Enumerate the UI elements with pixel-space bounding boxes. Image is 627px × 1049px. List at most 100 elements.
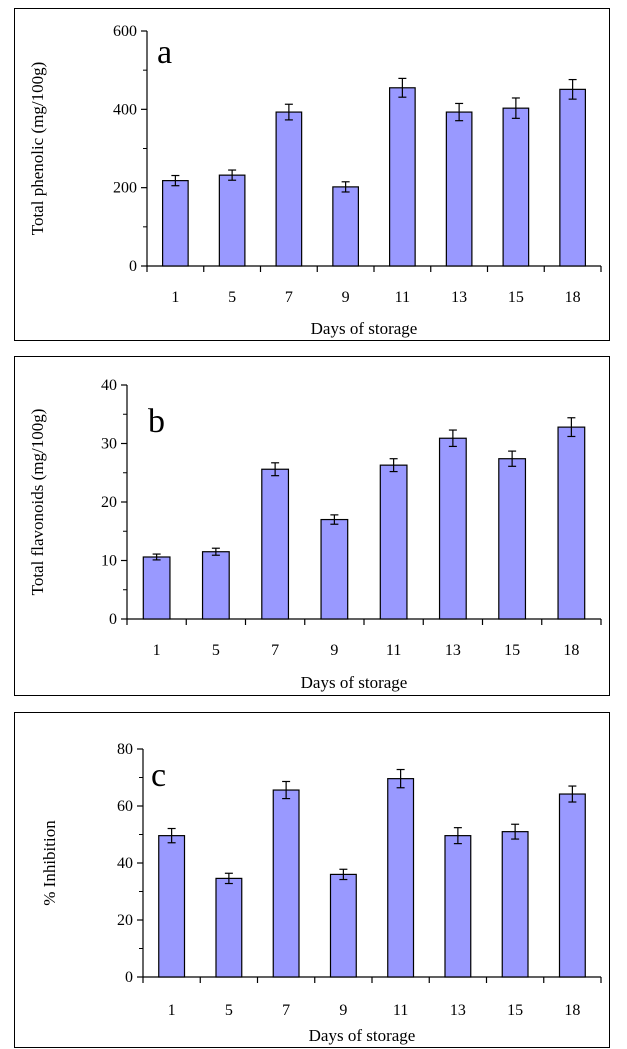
chart-b-x-tick-label: 15: [504, 642, 520, 659]
chart-c-y-tick-label: 20: [117, 912, 133, 929]
chart-a-error-bar: [171, 174, 180, 187]
chart-c-y-tick-label: 40: [117, 855, 133, 872]
chart-c-bar: [558, 793, 586, 978]
chart-b-x-tick-label: 7: [271, 642, 279, 659]
chart-a-error-bar: [341, 181, 350, 193]
chart-c-panel-letter: c: [151, 757, 166, 794]
chart-b-bar: [379, 464, 408, 620]
chart-b-bar: [142, 556, 171, 620]
chart-b-x-tick-label: 5: [212, 642, 220, 659]
chart-c-bar: [501, 831, 529, 978]
chart-a-error-bar: [568, 78, 577, 100]
chart-a-y-tick-label: 200: [113, 180, 137, 197]
chart-a-x-tick-label: 13: [451, 289, 467, 306]
chart-a-bar: [502, 107, 530, 267]
chart-c-error-bar: [339, 868, 348, 881]
chart-a-x-tick-label: 11: [395, 289, 410, 306]
chart-c-x-tick-label: 15: [507, 1002, 523, 1019]
chart-a-bar: [275, 111, 303, 267]
chart-c-error-bar: [453, 827, 462, 845]
chart-b-y-tick-label: 20: [101, 494, 117, 511]
chart-b-x-tick-label: 9: [330, 642, 338, 659]
chart-a-bar: [389, 87, 416, 267]
chart-c-error-bar: [224, 872, 233, 885]
chart-a-x-tick-label: 18: [565, 289, 581, 306]
chart-b-bar: [201, 551, 230, 620]
chart-a-error-bar: [398, 77, 407, 98]
chart-a-y-tick-label: 0: [129, 258, 137, 275]
chart-b-bar: [557, 426, 586, 620]
chart-c-error-bar: [396, 768, 405, 789]
chart-a-bar: [559, 88, 586, 267]
chart-b-y-tick-label: 30: [101, 436, 117, 453]
chart-c-x-axis-title: Days of storage: [309, 1026, 416, 1045]
chart-panel-b: 0 10 20 30 40 1 5 7 9 11 13 15 18 Days of storage Tota…: [14, 356, 610, 696]
chart-c-x-tick-label: 5: [225, 1002, 233, 1019]
chart-b-error-bar: [567, 417, 576, 438]
chart-b-bar: [498, 458, 527, 620]
chart-b-error-bar: [211, 547, 220, 556]
chart-c-y-tick-label: 60: [117, 798, 133, 815]
chart-b-y-tick-label: 40: [101, 377, 117, 394]
chart-b-error-bar: [330, 514, 339, 525]
chart-c-x-tick-label: 9: [339, 1002, 347, 1019]
chart-c-bar: [272, 789, 300, 978]
chart-a-x-tick-label: 1: [171, 289, 179, 306]
chart-b-bar: [438, 437, 467, 620]
chart-c-y-tick-label: 80: [117, 741, 133, 758]
chart-c-y-axis-title: % Inhibition: [40, 820, 59, 906]
chart-a-bar: [445, 111, 473, 267]
chart-b-y-tick-label: 0: [109, 611, 117, 628]
chart-a-error-bar: [455, 102, 464, 122]
chart-c-x-tick-label: 7: [282, 1002, 290, 1019]
chart-a-x-tick-label: 7: [285, 289, 293, 306]
chart-a-bar: [332, 186, 359, 267]
chart-b-bar: [261, 468, 290, 620]
chart-a-y-tick-label: 400: [113, 101, 137, 118]
chart-c-x-tick-label: 1: [168, 1002, 176, 1019]
chart-a-error-bar: [511, 97, 520, 119]
chart-a-panel-letter: a: [157, 34, 172, 71]
chart-b-x-tick-label: 13: [445, 642, 461, 659]
chart-panel-c: 0 20 40 60 80 1 5 7 9 11 13 15 18 Days of storage% In…: [14, 712, 610, 1048]
chart-c-x-tick-label: 13: [450, 1002, 466, 1019]
chart-b-x-axis-title: Days of storage: [301, 673, 408, 692]
chart-c-y-tick-label: 0: [125, 969, 133, 986]
chart-b-panel-letter: b: [148, 403, 165, 440]
chart-b-error-bar: [152, 553, 161, 561]
chart-c-bar: [329, 873, 357, 978]
chart-a-y-axis-title: Total phenolic (mg/100g): [28, 62, 47, 236]
chart-panel-a: 0 200 400 600 1 5 7 9 11 13 15 18 Days of storage Tot…: [14, 8, 610, 341]
chart-c-bar: [215, 877, 243, 978]
chart-b-x-tick-label: 18: [563, 642, 579, 659]
chart-a-x-tick-label: 15: [508, 289, 524, 306]
chart-a-bar: [218, 174, 246, 267]
chart-a-error-bar: [228, 169, 237, 181]
chart-c-error-bar: [568, 785, 577, 803]
chart-b-x-tick-label: 1: [153, 642, 161, 659]
chart-b-y-axis-title: Total flavonoids (mg/100g): [28, 409, 47, 596]
chart-b-error-bar: [389, 458, 398, 473]
chart-a-x-tick-label: 5: [228, 289, 236, 306]
chart-b-bar: [320, 518, 349, 620]
chart-a-x-axis-title: Days of storage: [311, 319, 418, 338]
chart-b-error-bar: [271, 462, 280, 477]
chart-a-error-bar: [284, 103, 293, 121]
chart-c-bar: [387, 778, 415, 978]
chart-b-x-tick-label: 11: [386, 642, 401, 659]
chart-b-error-bar: [448, 429, 457, 448]
chart-b-error-bar: [508, 450, 517, 467]
chart-c-x-tick-label: 18: [564, 1002, 580, 1019]
chart-c-error-bar: [167, 827, 176, 844]
chart-a-x-tick-label: 9: [342, 289, 350, 306]
chart-a-y-tick-label: 600: [113, 23, 137, 40]
chart-b-y-tick-label: 10: [101, 553, 117, 570]
chart-c-error-bar: [511, 823, 520, 840]
chart-c-error-bar: [282, 780, 291, 800]
chart-c-bar: [158, 835, 186, 978]
chart-c-x-tick-label: 11: [393, 1002, 408, 1019]
chart-a-bar: [162, 180, 189, 267]
